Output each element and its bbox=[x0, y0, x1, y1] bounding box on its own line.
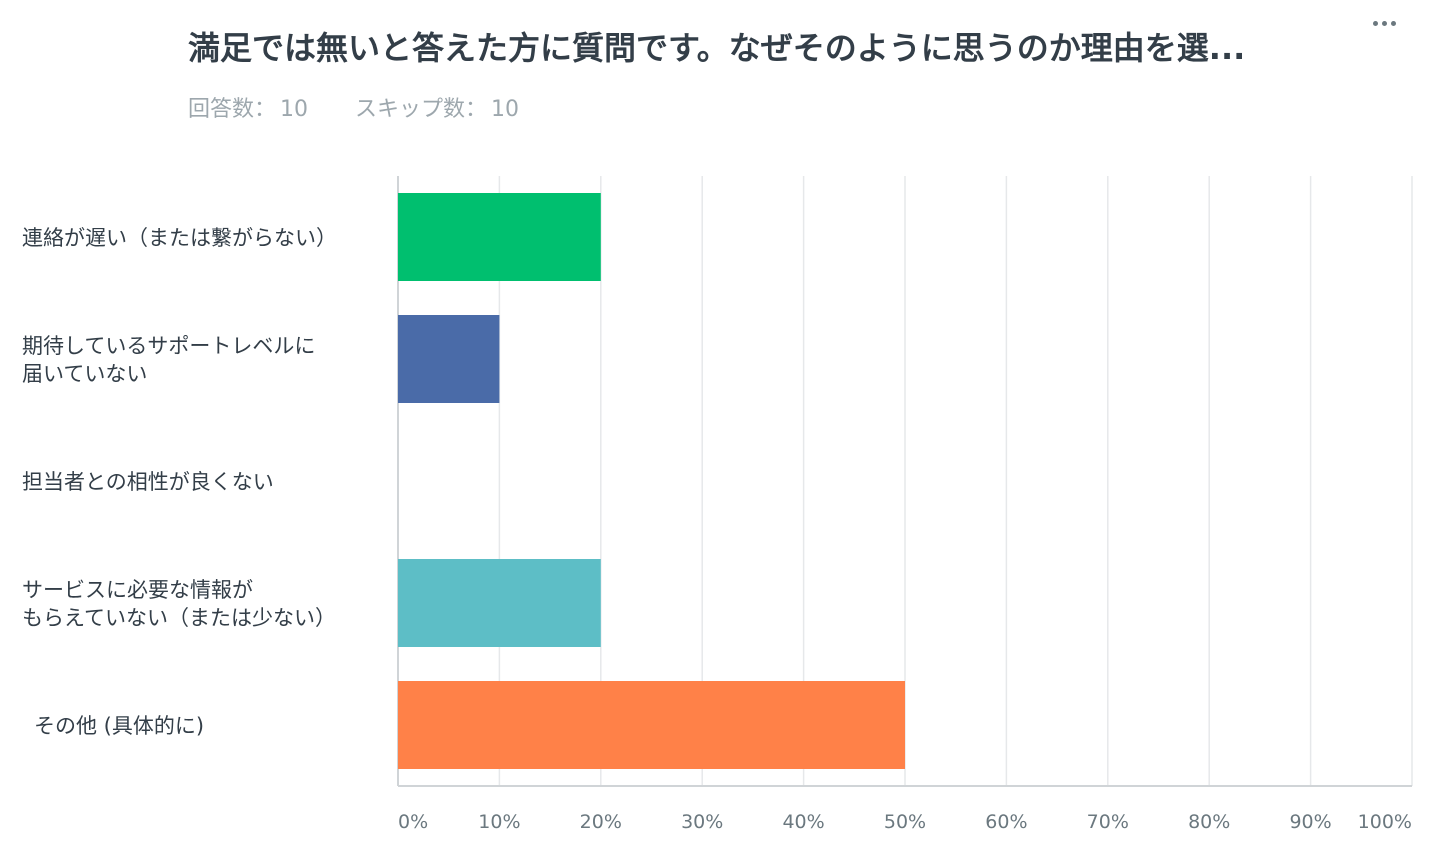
answered-count: 回答数： 10 bbox=[188, 94, 308, 126]
x-tick-label: 30% bbox=[681, 811, 723, 833]
more-horizontal-icon-dot bbox=[1390, 20, 1396, 26]
x-tick-label: 40% bbox=[782, 811, 824, 833]
answered-value: 10 bbox=[280, 97, 309, 122]
x-tick-label: 80% bbox=[1188, 811, 1230, 833]
x-tick-label: 0% bbox=[398, 811, 428, 833]
category-label: 期待しているサポートレベルに bbox=[22, 334, 315, 358]
bar bbox=[398, 193, 601, 281]
x-tick-label: 60% bbox=[985, 811, 1027, 833]
x-tick-label: 70% bbox=[1087, 811, 1129, 833]
category-label: サービスに必要な情報が bbox=[22, 578, 253, 602]
category-label: もらえていない（または少ない） bbox=[22, 606, 336, 630]
category-label: 連絡が遅い（または繋がらない） bbox=[22, 226, 337, 250]
x-tick-label: 20% bbox=[580, 811, 622, 833]
x-tick-label: 50% bbox=[884, 811, 926, 833]
more-options-button[interactable] bbox=[1362, 8, 1406, 38]
bar bbox=[398, 681, 905, 769]
more-horizontal-icon-dot bbox=[1381, 20, 1387, 26]
question-title: 満足では無いと答えた方に質問です。なぜそのように思うのか理由を選... bbox=[188, 29, 1246, 67]
bar bbox=[398, 315, 500, 403]
x-tick-label: 90% bbox=[1289, 811, 1331, 833]
response-stats: 回答数： 10 スキップ数： 10 bbox=[188, 94, 559, 126]
skipped-count: スキップ数： 10 bbox=[355, 94, 519, 126]
category-label: 担当者との相性が良くない bbox=[22, 470, 274, 494]
x-tick-label: 100% bbox=[1358, 811, 1412, 833]
category-label: その他 (具体的に) bbox=[34, 714, 204, 738]
x-tick-label: 10% bbox=[478, 811, 520, 833]
skipped-label: スキップ数： bbox=[355, 97, 488, 122]
bar bbox=[398, 559, 601, 647]
more-horizontal-icon bbox=[1372, 20, 1378, 26]
skipped-value: 10 bbox=[491, 97, 520, 122]
category-label: 届いていない bbox=[22, 362, 147, 386]
answered-label: 回答数： bbox=[188, 97, 277, 122]
